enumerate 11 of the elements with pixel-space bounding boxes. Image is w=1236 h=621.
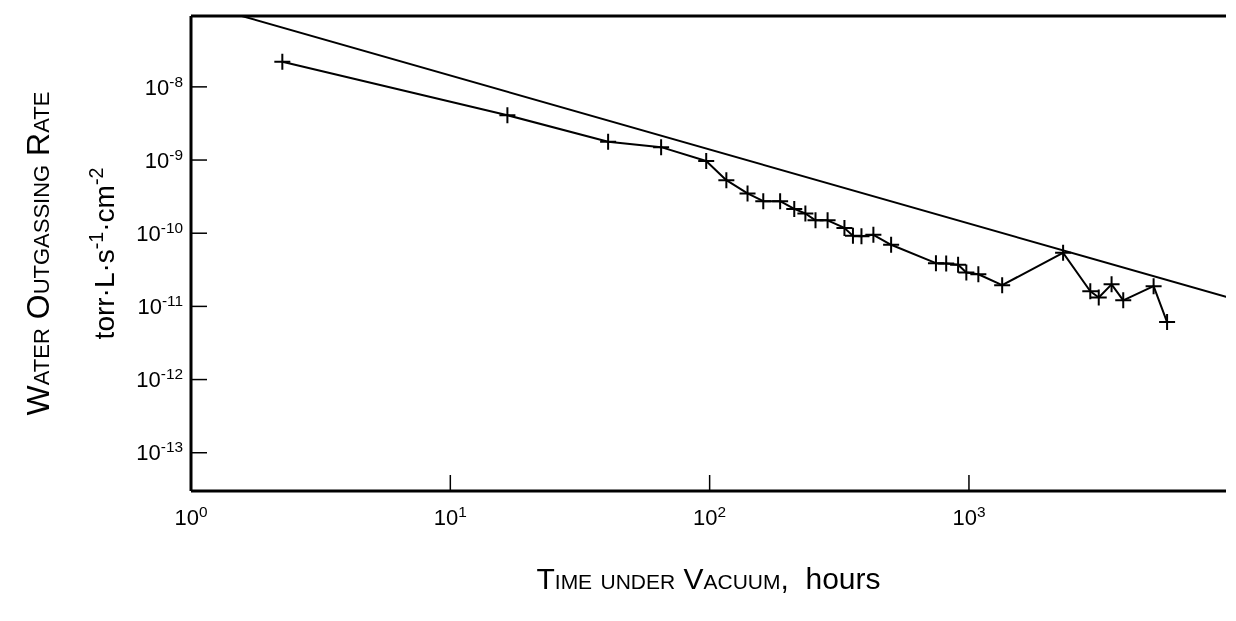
y-tick-label: 10$^{-9}$ [144,145,183,173]
x-axis-title: Time under Vacuum, hours [536,562,881,595]
x-tick-label: 10$^{3}$ [952,502,986,530]
y-tick-label: 10$^{-12}$ [136,364,183,393]
x-tick-label: 10$^{0}$ [174,502,208,530]
y-tick-label: 10$^{-10}$ [136,218,183,246]
x-tick-label: 10$^{2}$ [693,502,727,530]
y-tick-label: 10$^{-11}$ [137,291,183,320]
y-tick-label: 10$^{-8}$ [144,72,183,100]
x-tick-label: 10$^{1}$ [433,502,467,530]
y-tick-label: 10$^{-13}$ [136,437,183,466]
